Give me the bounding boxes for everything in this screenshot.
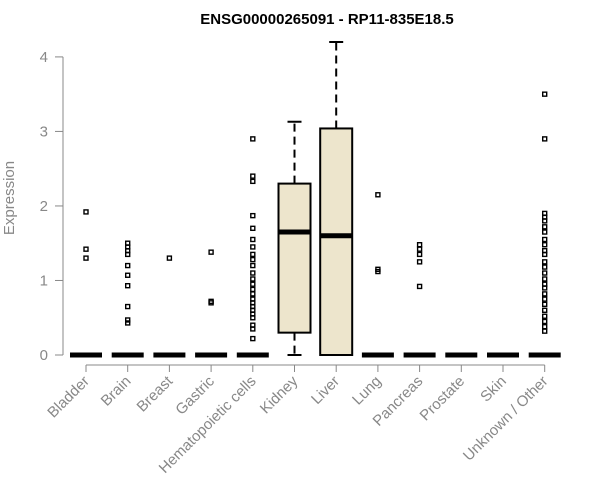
x-tick-label: Prostate <box>417 373 469 425</box>
outlier-point <box>250 276 256 282</box>
outlier-point <box>250 326 256 332</box>
outlier-point <box>250 262 256 269</box>
x-tick-label: Kidney <box>257 372 302 417</box>
outlier-point <box>83 209 89 215</box>
box-group <box>319 41 354 356</box>
x-tick-label: Bladder <box>44 373 93 422</box>
box-iqr <box>319 127 354 356</box>
x-tick-label: Brain <box>98 373 135 410</box>
box-group <box>528 91 561 358</box>
outlier-point <box>542 307 548 313</box>
y-tick-label: 3 <box>40 123 48 140</box>
outlier-point <box>542 276 548 282</box>
outlier-point <box>416 246 423 252</box>
outlier-point <box>250 244 256 250</box>
outlier-point <box>124 303 131 310</box>
boxes-layer <box>70 41 561 358</box>
outlier-point <box>542 296 548 302</box>
y-tick-label: 1 <box>40 272 48 289</box>
outlier-point <box>416 259 423 265</box>
outlier-point <box>542 136 548 142</box>
outlier-point <box>250 291 256 297</box>
outlier-point <box>542 259 548 265</box>
y-tick-label: 4 <box>40 49 48 66</box>
outlier-point <box>542 313 548 319</box>
outlier-point <box>124 320 131 326</box>
outlier-point <box>250 281 256 287</box>
outlier-point <box>124 317 131 323</box>
outlier-point <box>416 242 423 248</box>
y-axis: 0 1 2 3 4 <box>40 49 64 364</box>
outlier-point <box>250 286 256 293</box>
outlier-point <box>124 262 131 269</box>
outlier-point <box>124 282 131 289</box>
outlier-point <box>250 256 256 263</box>
box-group <box>236 136 269 358</box>
outlier-point <box>250 212 256 219</box>
outlier-point <box>166 255 173 261</box>
outlier-point <box>124 251 131 258</box>
x-tick-label: Breast <box>134 372 177 415</box>
outlier-point <box>250 270 256 276</box>
outlier-point <box>375 192 381 198</box>
outlier-point <box>208 249 214 255</box>
y-axis-label: Expression <box>1 161 18 235</box>
x-tick-label: Liver <box>308 373 343 408</box>
outlier-point <box>250 315 256 321</box>
outlier-point <box>542 318 548 325</box>
outlier-point <box>542 323 548 330</box>
chart-title: ENSG00000265091 - RP11-835E18.5 <box>200 11 454 28</box>
x-tick-label: Skin <box>477 373 510 406</box>
outlier-point <box>250 236 256 243</box>
outlier-point <box>83 255 89 261</box>
box-group <box>361 192 394 358</box>
box-group <box>195 249 228 358</box>
outlier-point <box>375 268 381 275</box>
outlier-point <box>416 283 423 290</box>
outlier-point <box>250 225 256 232</box>
outlier-point <box>250 178 256 185</box>
outlier-point <box>542 242 548 248</box>
outlier-point <box>124 272 131 278</box>
box-group <box>153 255 186 358</box>
outlier-point <box>542 264 548 270</box>
outlier-point <box>250 173 256 179</box>
box-group <box>111 240 144 358</box>
outlier-point <box>542 236 548 243</box>
box-group <box>70 209 102 358</box>
outlier-point <box>250 136 256 142</box>
outlier-point <box>542 328 548 334</box>
outlier-point <box>542 291 548 297</box>
outlier-point <box>542 229 548 235</box>
outlier-point <box>542 301 548 308</box>
outlier-point <box>542 251 548 258</box>
box-iqr <box>277 182 312 334</box>
outlier-point <box>416 251 423 258</box>
outlier-point <box>542 218 548 224</box>
x-tick-label: Lung <box>349 373 385 409</box>
box-group <box>277 120 312 356</box>
outlier-point <box>542 224 548 230</box>
y-tick-label: 0 <box>40 347 48 364</box>
outlier-point <box>542 91 548 97</box>
box-group <box>403 242 436 358</box>
outlier-point <box>250 251 256 258</box>
outlier-point <box>250 335 256 342</box>
outlier-point <box>542 270 548 276</box>
outlier-point <box>83 246 89 252</box>
outlier-point <box>542 285 548 291</box>
y-tick-label: 2 <box>40 198 48 215</box>
outlier-point <box>208 300 214 306</box>
